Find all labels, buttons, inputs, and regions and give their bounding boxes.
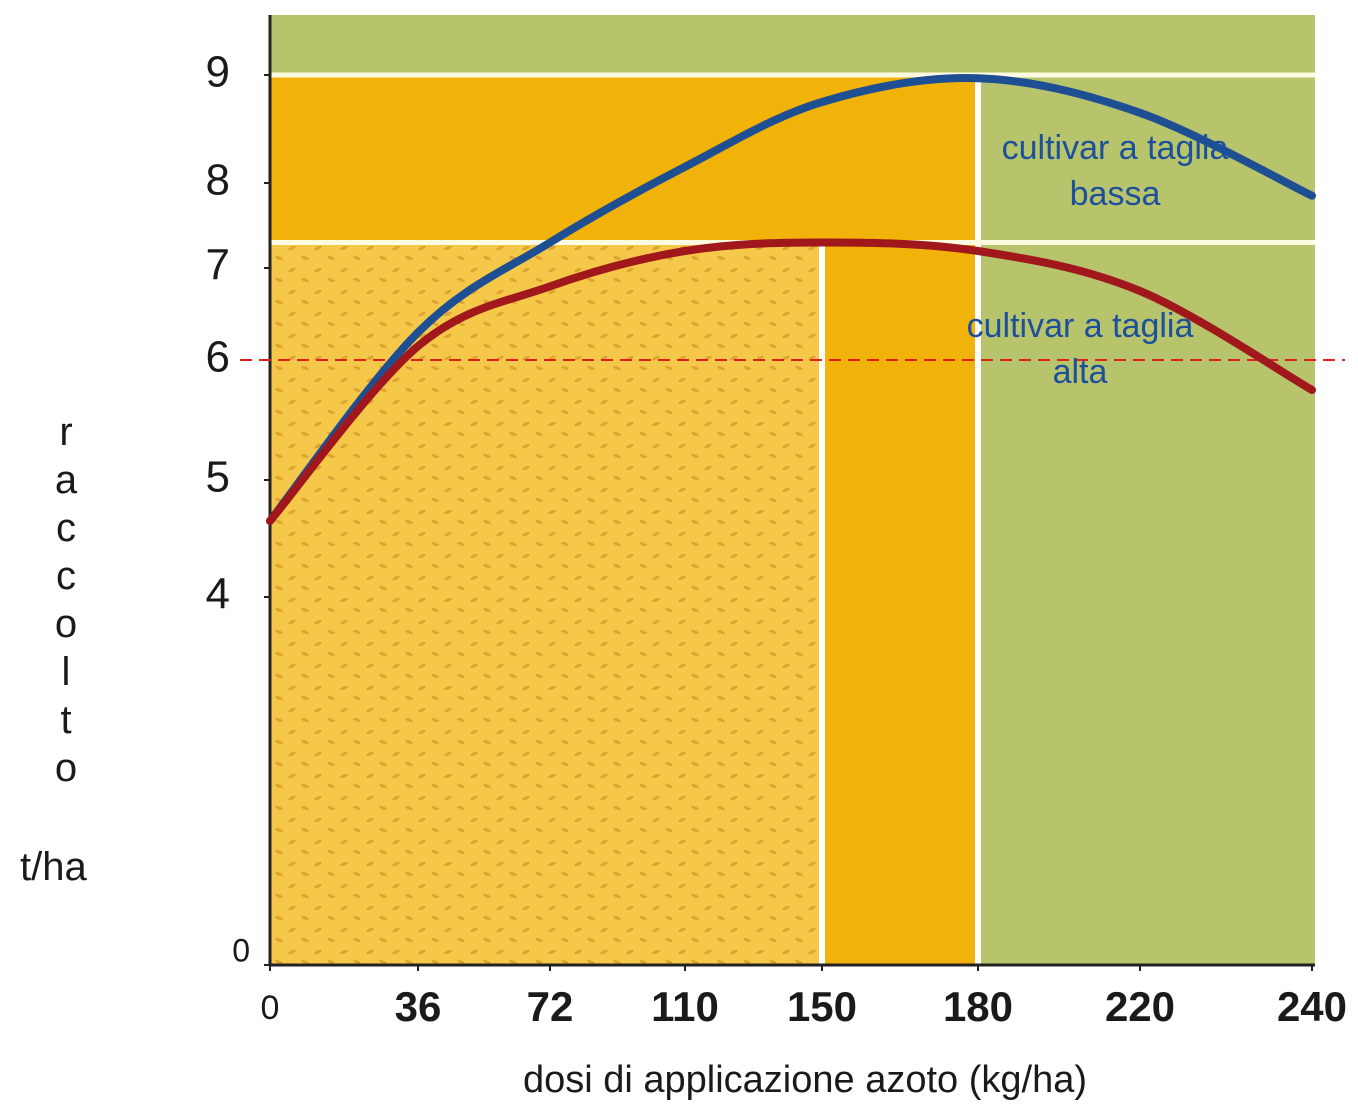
y-tick-label: 0 (232, 932, 250, 968)
y-tick-label: 6 (206, 333, 230, 382)
y-tick-label: 8 (206, 156, 230, 205)
x-axis-label: dosi di applicazione azoto (kg/ha) (523, 1059, 1087, 1101)
region-texture (270, 243, 822, 966)
y-tick-label: 7 (206, 241, 230, 290)
x-tick-label: 110 (651, 983, 719, 1030)
page: dosi di applicazione azoto (kg/ha) 0 4 5 6 7… (0, 0, 1358, 1118)
x-tick-label: 180 (943, 983, 1013, 1030)
x-tick-label: 72 (527, 983, 574, 1030)
y-tick-label: 4 (206, 570, 230, 619)
x-tick-label: 0 (261, 989, 280, 1027)
y-tick-label: 9 (206, 48, 230, 97)
x-tick-label: 220 (1105, 983, 1175, 1030)
series-label: cultivar a taglia bassa (990, 125, 1240, 217)
x-tick-label: 36 (395, 983, 442, 1030)
y-tick-label: 5 (206, 453, 230, 502)
x-tick-label: 240 (1277, 983, 1347, 1030)
series-label: cultivar a taglia alta (955, 303, 1205, 395)
y-axis-unit: t/ha (20, 845, 87, 890)
x-tick-label: 150 (787, 983, 857, 1030)
y-axis-label: raccolto (40, 410, 92, 794)
